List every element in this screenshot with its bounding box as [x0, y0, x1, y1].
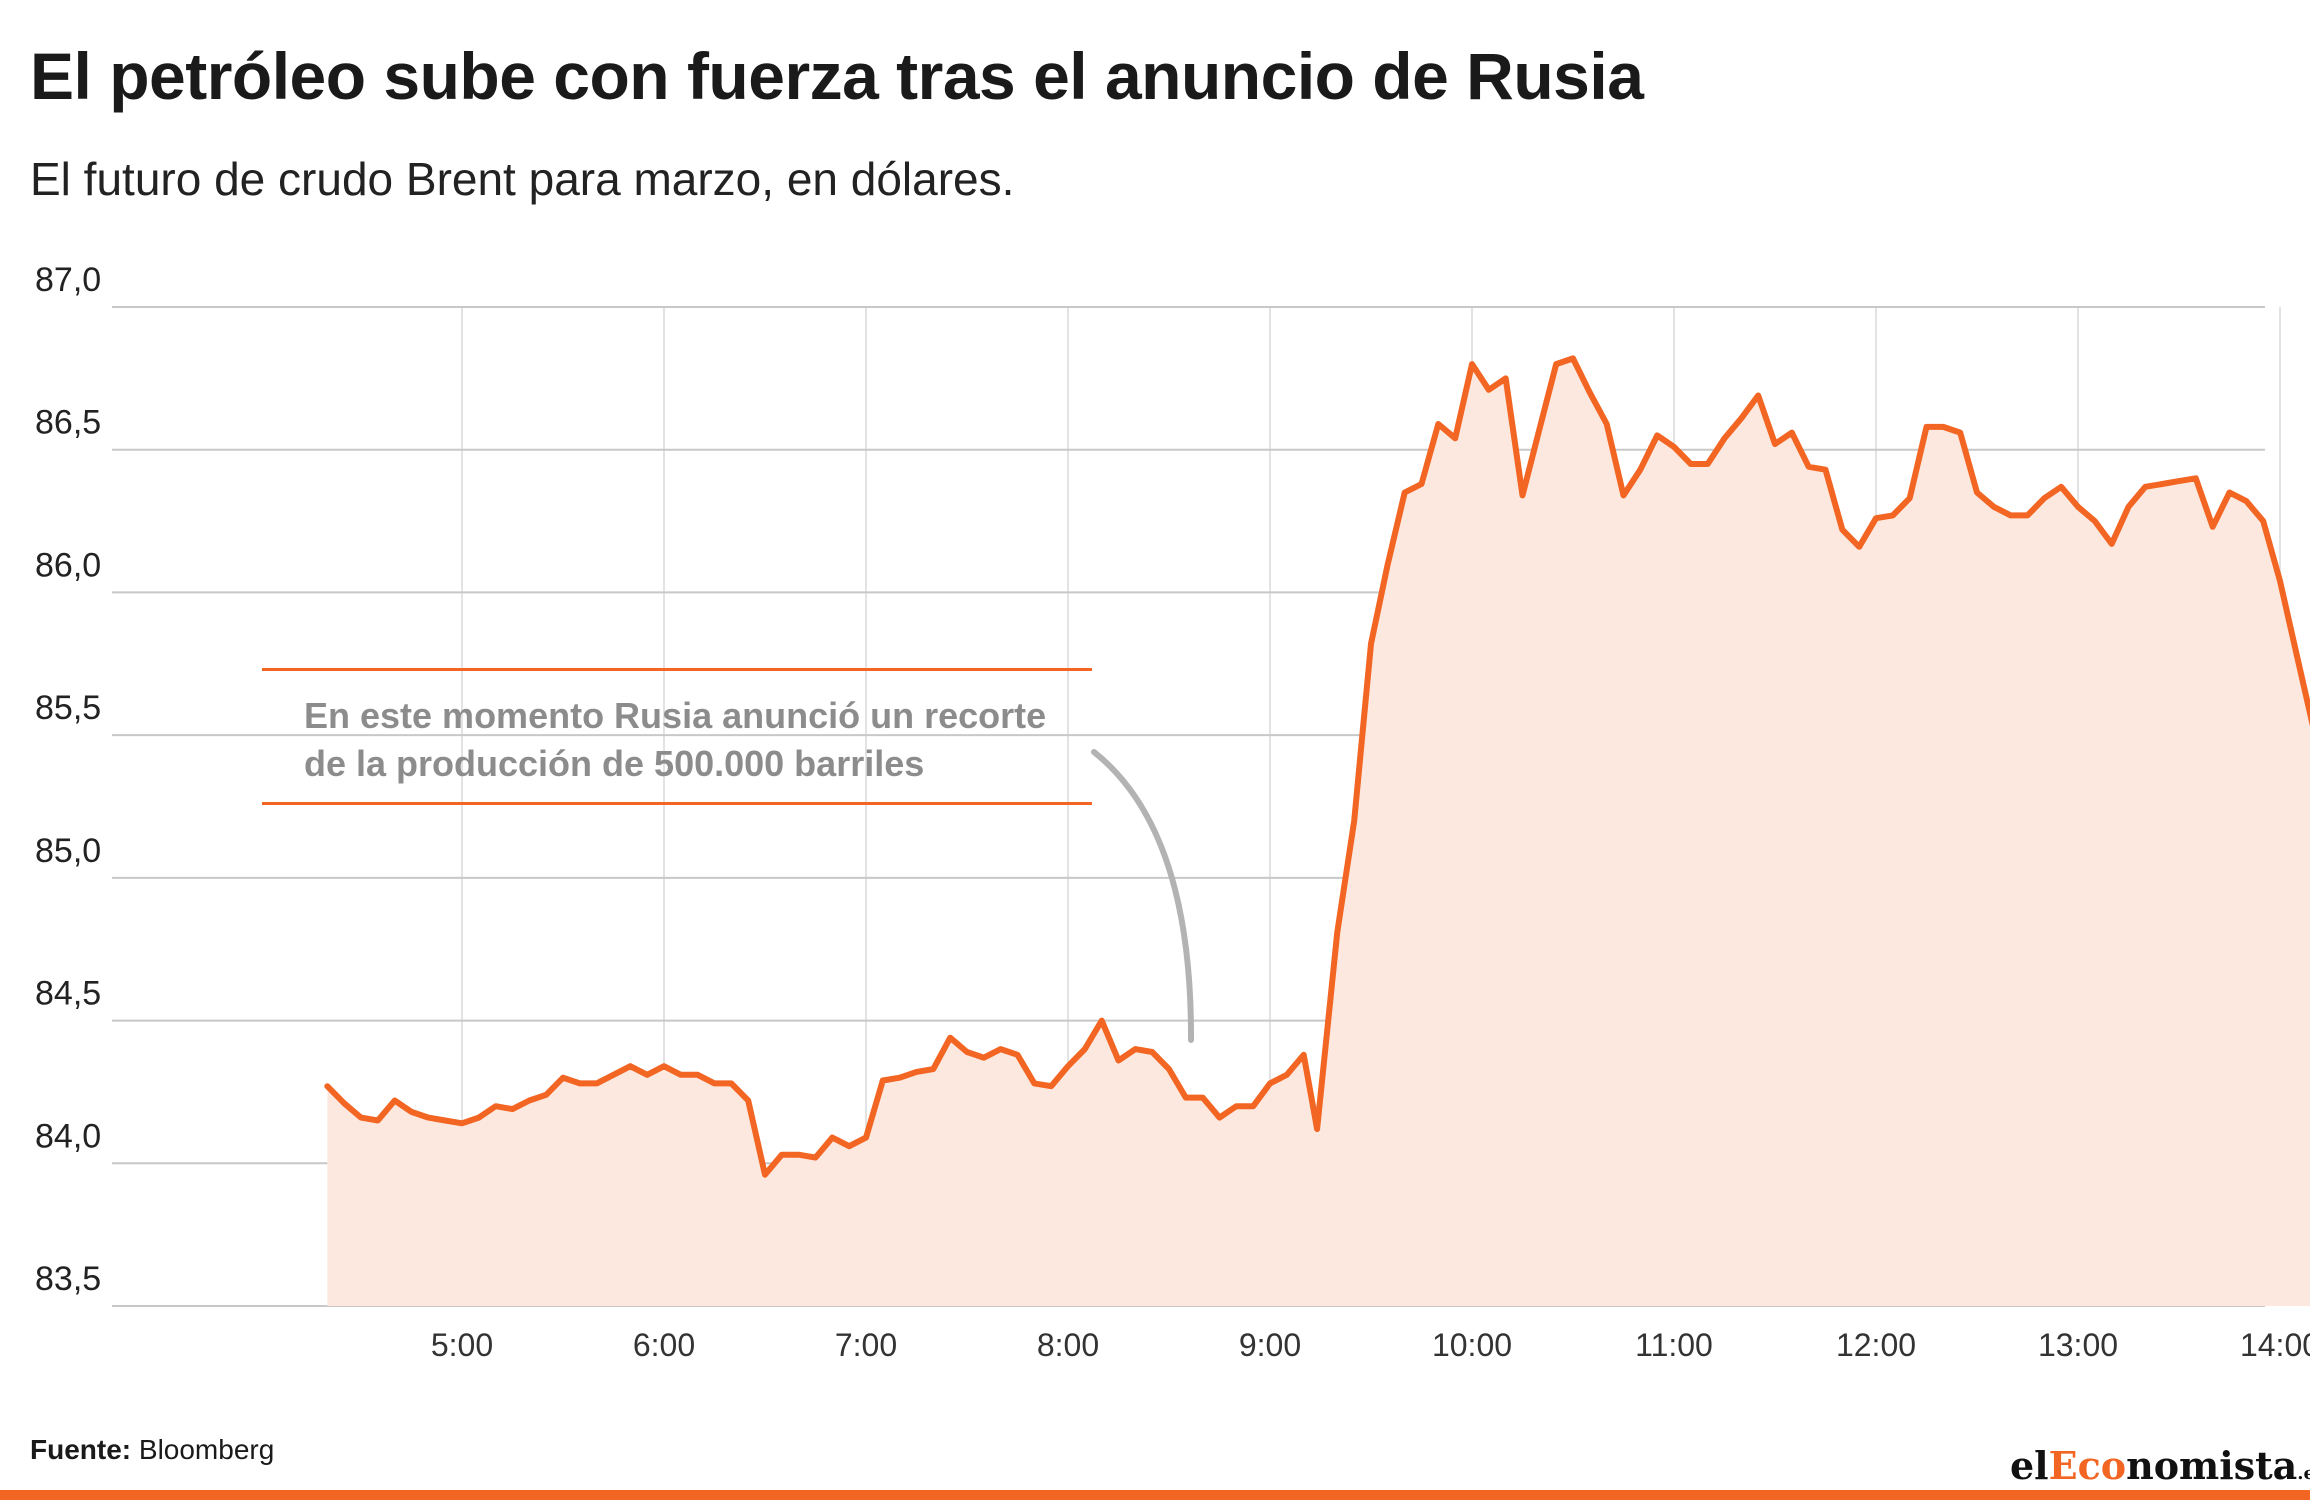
x-tick-label: 8:00: [1037, 1327, 1099, 1363]
eleconomista-logo[interactable]: elEconomista.es: [2010, 1447, 2310, 1485]
y-tick-label: 85,5: [35, 689, 101, 727]
price-line: [324, 355, 2310, 1178]
x-tick-label: 7:00: [835, 1327, 897, 1363]
annotation-pointer: [1091, 749, 1195, 1043]
brent-price-chart: 83,5 84,0 84,5 85,0 85,5 86,0 86,5 87,0 5:00 6:0…: [35, 261, 2310, 1363]
x-tick-label: 9:00: [1239, 1327, 1301, 1363]
source-value: Bloomberg: [138, 1434, 275, 1465]
y-tick-label: 83,5: [35, 1260, 101, 1298]
source-label: Fuente:: [30, 1434, 132, 1465]
chart-subtitle: El futuro de crudo Brent para marzo, en …: [30, 153, 1015, 205]
x-axis-labels: 5:00 6:00 7:00 8:00 9:00 10:00 11:00 12:00 13:00…: [431, 1327, 2310, 1363]
annotation-bottom-rule: [262, 802, 1092, 805]
y-tick-label: 86,5: [35, 404, 101, 442]
y-tick-label: 84,5: [35, 975, 101, 1013]
x-tick-label: 14:00: [2240, 1327, 2310, 1363]
logo-part-eco: Eco: [2048, 1443, 2127, 1488]
x-tick-label: 12:00: [1836, 1327, 1916, 1363]
annotation-line-2: de la producción de 500.000 barriles: [304, 743, 925, 784]
annotation-box: En este momento Rusia anunció un recorte…: [262, 668, 1092, 805]
x-tick-label: 5:00: [431, 1327, 493, 1363]
x-tick-label: 13:00: [2038, 1327, 2118, 1363]
y-tick-label: 87,0: [35, 261, 101, 299]
source-note: Fuente: Bloomberg: [30, 1434, 274, 1466]
logo-part-nomista: nomista: [2126, 1443, 2298, 1488]
annotation-line-1: En este momento Rusia anunció un recorte: [304, 695, 1047, 736]
y-axis-labels: 83,5 84,0 84,5 85,0 85,5 86,0 86,5 87,0: [35, 261, 101, 1298]
price-area-fill: [327, 358, 2310, 1306]
bottom-brand-bar: [0, 1490, 2310, 1500]
logo-part-el: el: [2010, 1443, 2049, 1488]
logo-part-es: .es: [2297, 1463, 2310, 1484]
y-tick-label: 85,0: [35, 832, 101, 870]
annotation-top-rule: [262, 668, 1092, 671]
x-tick-label: 10:00: [1432, 1327, 1512, 1363]
x-tick-label: 11:00: [1635, 1327, 1713, 1363]
chart-title: El petróleo sube con fuerza tras el anun…: [30, 39, 1644, 113]
x-tick-label: 6:00: [633, 1327, 695, 1363]
annotation-text: En este momento Rusia anunció un recorte…: [304, 692, 1046, 788]
y-tick-label: 84,0: [35, 1117, 101, 1155]
y-tick-label: 86,0: [35, 546, 101, 584]
